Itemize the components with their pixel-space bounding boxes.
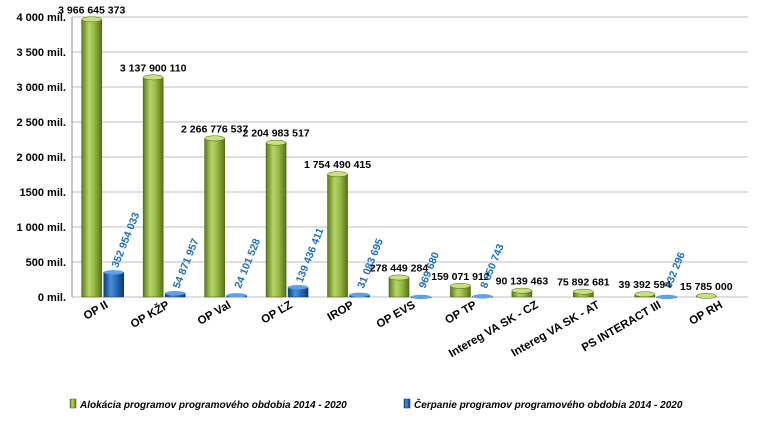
- bar-allocation-cap: [142, 74, 164, 81]
- bar-drawdown-cap: [103, 270, 124, 275]
- bar-allocation-cap: [265, 139, 287, 146]
- bar-allocation-cap: [450, 283, 471, 289]
- data-label-allocation: 3 966 645 373: [58, 4, 125, 16]
- legend-label: Alokácia programov programového obdobia …: [79, 400, 347, 411]
- x-axis-tick-labels: OP II OP KŽP OP Val OP ĽZ IROP OP EVS OP TPInt…: [82, 298, 725, 360]
- bar-drawdown-cap: [288, 285, 309, 290]
- bar-allocation: [81, 19, 103, 298]
- y-tick-label: 3 000 mil.: [16, 82, 66, 94]
- bar-allocation-cap: [511, 287, 533, 294]
- bar-allocation: [142, 77, 164, 298]
- bar-allocation-cap: [696, 293, 717, 299]
- data-label-allocation: 278 449 284: [370, 263, 429, 275]
- bar-allocation-cap: [388, 274, 410, 281]
- bar-allocation: [327, 173, 348, 298]
- data-label-allocation: 1 754 490 415: [304, 159, 371, 171]
- x-tick-label: OP Val: [196, 299, 233, 328]
- bar-allocation-cap: [327, 171, 348, 178]
- data-label-allocation: 39 392 594: [619, 279, 672, 291]
- data-label-allocation: 75 892 681: [557, 277, 610, 289]
- y-tick-label: 2 000 mil.: [16, 152, 66, 164]
- bar-allocation-cap: [634, 291, 656, 298]
- legend-item: Alokácia programov programového obdobia …: [69, 398, 347, 411]
- bar-drawdown-cap: [472, 294, 493, 299]
- data-label-drawdown: 139 436 411: [294, 226, 327, 284]
- legend-label: Čerpanie programov programového obdobia …: [414, 398, 683, 411]
- bar-allocation: [388, 277, 410, 298]
- data-label-allocation: 90 139 463: [496, 276, 549, 288]
- x-tick-label: OP RH: [687, 299, 724, 328]
- bars: [81, 16, 717, 300]
- x-tick-label: OP TP: [443, 299, 479, 327]
- bar-drawdown-cap: [411, 294, 431, 300]
- x-tick-label: OP EVS: [375, 299, 418, 331]
- data-label-allocation: 2 204 983 517: [243, 128, 310, 140]
- data-label-drawdown: 54 871 957: [171, 237, 202, 290]
- bar-drawdown-cap: [656, 294, 677, 300]
- data-label-drawdown: 24 101 528: [232, 237, 263, 290]
- x-tick-label: OP II: [82, 299, 111, 322]
- legend-swatch: [69, 398, 77, 409]
- bar-drawdown-cap: [165, 290, 186, 296]
- data-label-allocation: 2 266 776 537: [181, 123, 248, 135]
- y-tick-label: 4 000 mil.: [16, 12, 66, 24]
- y-tick-label: 3 500 mil.: [16, 47, 66, 59]
- bar-allocation-cap: [204, 135, 225, 142]
- data-label-drawdown: 352 954 033: [109, 211, 142, 270]
- gridlines: [71, 16, 748, 298]
- x-tick-label: OP KŽP: [128, 298, 172, 331]
- bar-allocation: [265, 142, 287, 298]
- bar-drawdown-cap: [226, 293, 247, 298]
- y-tick-label: 500 mil.: [26, 257, 66, 269]
- bar-allocation-cap: [81, 16, 102, 23]
- legend-swatch: [403, 398, 411, 409]
- legend: Alokácia programov programového obdobia …: [69, 398, 683, 411]
- y-tick-label: 2 500 mil.: [16, 117, 66, 129]
- data-label-allocation: 15 785 000: [680, 281, 733, 293]
- y-tick-label: 1500 mil.: [20, 187, 66, 199]
- bar-drawdown-cap: [349, 292, 370, 298]
- y-tick-label: 0 mil.: [38, 292, 66, 304]
- x-tick-label: IROP: [326, 299, 357, 324]
- data-label-allocation: 159 071 912: [431, 271, 490, 283]
- y-tick-label: 1 000 mil.: [16, 222, 66, 234]
- bar-allocation-cap: [573, 288, 594, 295]
- bar-drawdown: [103, 272, 124, 298]
- bar-allocation: [204, 138, 225, 298]
- data-label-allocation: 3 137 900 110: [120, 62, 187, 74]
- legend-item: Čerpanie programov programového obdobia …: [403, 398, 683, 411]
- x-tick-label: OP ĽZ: [259, 299, 294, 326]
- y-axis-tick-labels: 0 mil. 500 mil. 1 000 mil. 1500 mil. 2 000 m…: [16, 12, 66, 304]
